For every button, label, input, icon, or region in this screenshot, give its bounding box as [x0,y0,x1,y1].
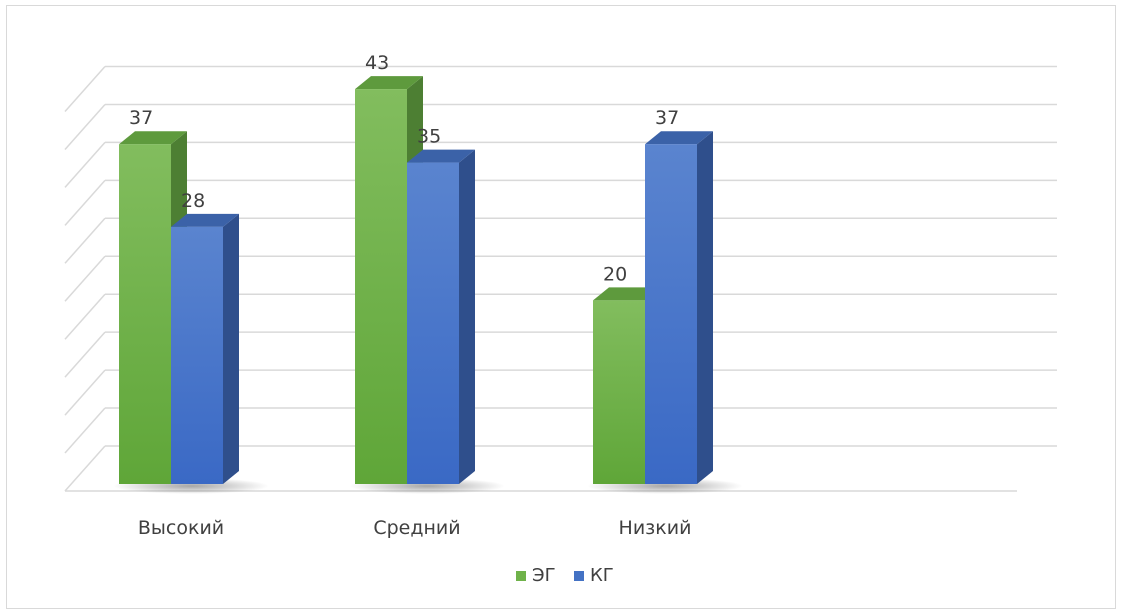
bar-side [459,149,475,484]
data-label: 28 [181,190,205,212]
bar-top [355,76,423,90]
gridline-side [64,407,106,454]
bar-top [171,213,239,227]
gridline-side [64,445,106,492]
grid-layer [64,65,1057,492]
category-label: Средний [373,517,460,539]
data-label: 43 [365,52,389,74]
bar-front [171,226,223,484]
bar-front [119,144,171,485]
category-label: Низкий [619,517,692,539]
legend-label: КГ [590,565,614,586]
data-label: 20 [603,263,627,285]
bar-КГ-Низкий [645,131,713,485]
category-label: Высокий [138,517,224,539]
bar-front [593,300,645,484]
bar-top [407,149,475,163]
gridline-side [64,217,106,264]
bar-top [119,131,187,145]
legend: ЭГ КГ [516,565,614,586]
gridline-side [64,293,106,340]
gridline-side [64,369,106,416]
data-label: 35 [417,126,441,148]
bars-layer [113,76,743,494]
data-label: 37 [129,107,153,129]
legend-swatch [516,571,526,581]
legend-swatch [574,571,584,581]
chart-svg: 37 28 43 35 20 37 Высокий Средний Низкий ЭГ КГ [64,52,1057,586]
data-label: 37 [655,107,679,129]
bar-front [355,89,407,485]
bar-КГ-Средний [407,149,475,484]
bar-front [645,144,697,485]
gridline-side [64,179,106,226]
gridline-side [64,103,106,150]
gridline-side [64,141,106,188]
bar-top [645,131,713,145]
bar-top [593,287,661,301]
gridline-side [64,331,106,378]
category-labels: Высокий Средний Низкий [138,517,692,539]
bar-КГ-Высокий [171,213,239,484]
gridline-side [64,66,106,112]
bar-front [407,162,459,484]
legend-label: ЭГ [532,565,556,586]
labels-layer: 37 28 43 35 20 37 [129,52,679,285]
bar-side [697,131,713,484]
bar-side [223,213,239,484]
chart-frame: 37 28 43 35 20 37 Высокий Средний Низкий ЭГ КГ [6,5,1116,609]
gridline-side [64,255,106,302]
